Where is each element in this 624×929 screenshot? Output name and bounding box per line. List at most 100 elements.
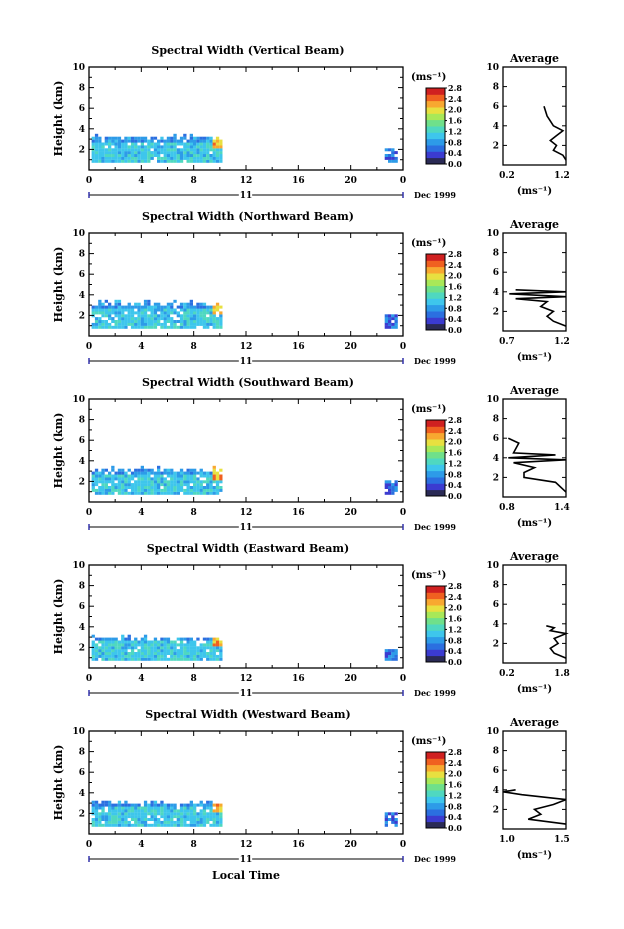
heatmap-cell [94, 317, 99, 321]
heatmap-cell [117, 311, 122, 315]
heatmap-cell [150, 139, 154, 143]
heatmap-cell [108, 148, 112, 152]
heatmap-cell [147, 154, 151, 157]
heatmap-cell [183, 148, 187, 152]
heatmap-cell [179, 652, 184, 655]
average-title: Average [509, 716, 559, 729]
colorbar-tick-label: 2.4 [448, 94, 462, 104]
y-tick-label: 8 [79, 84, 85, 94]
y-axis-label: Height (km) [52, 413, 65, 489]
heatmap-cell [163, 471, 167, 475]
heatmap-cell [127, 637, 131, 641]
heatmap-cell [101, 657, 105, 661]
heatmap-cell [199, 139, 203, 143]
heatmap-cell [140, 317, 144, 321]
heatmap-cell [124, 145, 128, 149]
heatmap-cell [202, 803, 207, 807]
heatmap-cell [104, 652, 108, 655]
heatmap-cell [108, 803, 112, 807]
heatmap-cell [134, 148, 138, 152]
heatmap-cell [140, 142, 144, 146]
heatmap-cell [173, 488, 177, 492]
heatmap-cell [215, 488, 220, 492]
heatmap-cell [134, 488, 138, 492]
heatmap-cell [391, 657, 395, 661]
heatmap-cell [140, 311, 144, 315]
heatmap-cell [183, 815, 187, 819]
heatmap-cell [147, 302, 151, 306]
heatmap-cell [117, 483, 122, 487]
heatmap-cell [94, 815, 99, 819]
heatmap-cell [193, 154, 197, 157]
x-tick-label: 4 [138, 508, 144, 518]
heatmap-cell [94, 139, 99, 143]
heatmap-cell [147, 491, 151, 495]
y-axis-label: Height (km) [52, 81, 65, 157]
heatmap-cell [196, 320, 200, 323]
heatmap-cell [108, 643, 112, 647]
heatmap-cell [391, 151, 395, 155]
heatmap-cell [117, 818, 122, 821]
heatmap-cell [108, 471, 112, 475]
heatmap-cell [173, 145, 177, 149]
average-profile-line [543, 105, 567, 161]
heatmap-cell [189, 311, 193, 315]
heatmap-cell [173, 156, 177, 160]
heatmap-cell [199, 471, 203, 475]
heatmap-cell [153, 803, 158, 807]
colorbar-swatch [426, 254, 445, 261]
heatmap-cell [394, 649, 398, 653]
heatmap-cell [98, 823, 102, 827]
heatmap-cell [388, 148, 392, 152]
heatmap-cell [186, 803, 190, 807]
heatmap-cell [388, 317, 392, 321]
heatmap-cell [111, 159, 115, 163]
heatmap-cell [114, 820, 118, 824]
heatmap-cell [134, 159, 138, 163]
heatmap-cell [104, 637, 108, 641]
heatmap-cell [196, 477, 200, 481]
heatmap-cell [219, 486, 223, 489]
heatmap-cell [186, 325, 190, 329]
heatmap-cell [160, 314, 164, 318]
heatmap-cell [150, 320, 154, 323]
heatmap-cell [130, 483, 135, 487]
heatmap-cell [209, 491, 213, 495]
heatmap-cell [108, 325, 112, 329]
heatmap-cell [124, 480, 128, 484]
heatmap-cell [137, 488, 141, 492]
heatmap-cell [219, 488, 223, 492]
heatmap-cell [199, 156, 203, 160]
heatmap-cell [193, 322, 197, 326]
heatmap-cell [196, 646, 200, 650]
heatmap-cell [101, 643, 105, 647]
heatmap-cell [147, 652, 151, 655]
heatmap-cell [189, 654, 193, 658]
heatmap-cell [183, 471, 187, 475]
heatmap-cell [170, 823, 174, 827]
heatmap-cell [114, 139, 118, 143]
heatmap-cell [104, 646, 108, 650]
heatmap-cell [215, 154, 220, 157]
heatmap-cell [143, 308, 148, 312]
heatmap-cell [121, 320, 125, 323]
heatmap-cell [91, 136, 95, 140]
heatmap-cell [147, 305, 151, 309]
heatmap-cell [117, 159, 122, 163]
heatmap-cell [157, 465, 161, 469]
heatmap-cell [384, 314, 388, 318]
heatmap-cell [140, 649, 144, 653]
heatmap-cell [124, 491, 128, 495]
heatmap-cell [147, 477, 151, 481]
heatmap-cell [209, 652, 213, 655]
heatmap-cell [147, 812, 151, 816]
heatmap-cell [147, 646, 151, 650]
colorbar-tick-label: 2.4 [448, 260, 462, 270]
heatmap-cell [189, 649, 193, 653]
heatmap-cell [98, 812, 102, 816]
average-frame [502, 564, 567, 664]
heatmap-cell [176, 643, 180, 647]
